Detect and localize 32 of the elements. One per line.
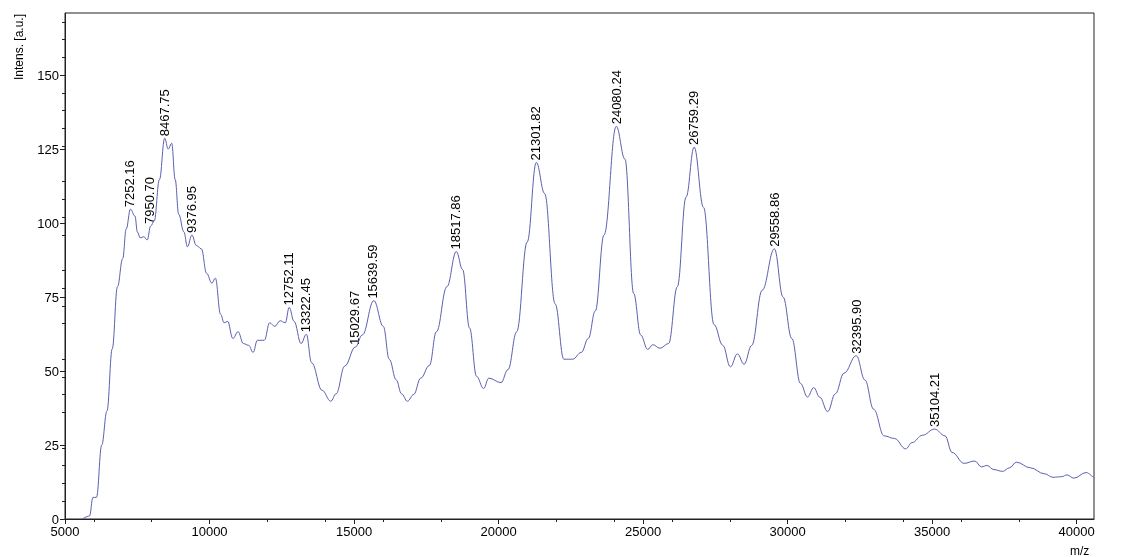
x-tick-label: 40000: [1058, 524, 1095, 539]
y-axis-title: Intens. [a.u.]: [12, 14, 26, 81]
annotation: 13322.45: [297, 278, 313, 333]
x-tick-label: 20000: [480, 524, 517, 539]
x-tick-label: 10000: [191, 524, 228, 539]
x-tick-label: 30000: [769, 524, 806, 539]
x-tick-label: 25000: [625, 524, 662, 539]
annotation: 18517.86: [447, 195, 463, 250]
annotation: 7252.16: [122, 160, 138, 208]
annotation: 35104.21: [927, 372, 943, 428]
annotation: 8467.75: [157, 89, 173, 137]
annotation: 24080.24: [608, 70, 624, 125]
y-tick-label: 25: [44, 437, 59, 453]
x-tick-label: 5000: [50, 524, 80, 539]
annotation: 7950.70: [142, 177, 158, 225]
x-tick-label: 15000: [335, 524, 373, 539]
x-axis-title: m/z: [1070, 544, 1090, 557]
y-tick-label: 150: [37, 67, 59, 83]
x-tick-label: 35000: [914, 524, 951, 539]
y-tick-label: 100: [37, 215, 59, 231]
annotation: 9376.95: [183, 185, 199, 233]
annotation: 26759.29: [685, 90, 701, 146]
annotation: 29558.86: [766, 192, 782, 247]
y-tick-label: 0: [51, 511, 59, 527]
y-tick-label: 75: [44, 289, 59, 305]
annotation: 15639.59: [364, 244, 380, 299]
annotation: 15029.67: [346, 290, 362, 346]
y-tick-label: 125: [37, 141, 59, 157]
y-tick-label: 50: [44, 363, 59, 379]
annotation: 21301.82: [528, 106, 544, 161]
annotation: 32395.90: [848, 299, 864, 354]
annotation: 12752.11: [281, 252, 297, 306]
